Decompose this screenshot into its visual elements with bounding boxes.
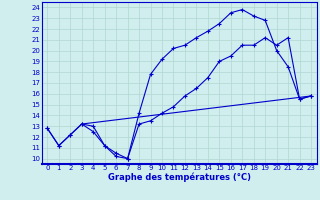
X-axis label: Graphe des températures (°C): Graphe des températures (°C) [108, 173, 251, 182]
